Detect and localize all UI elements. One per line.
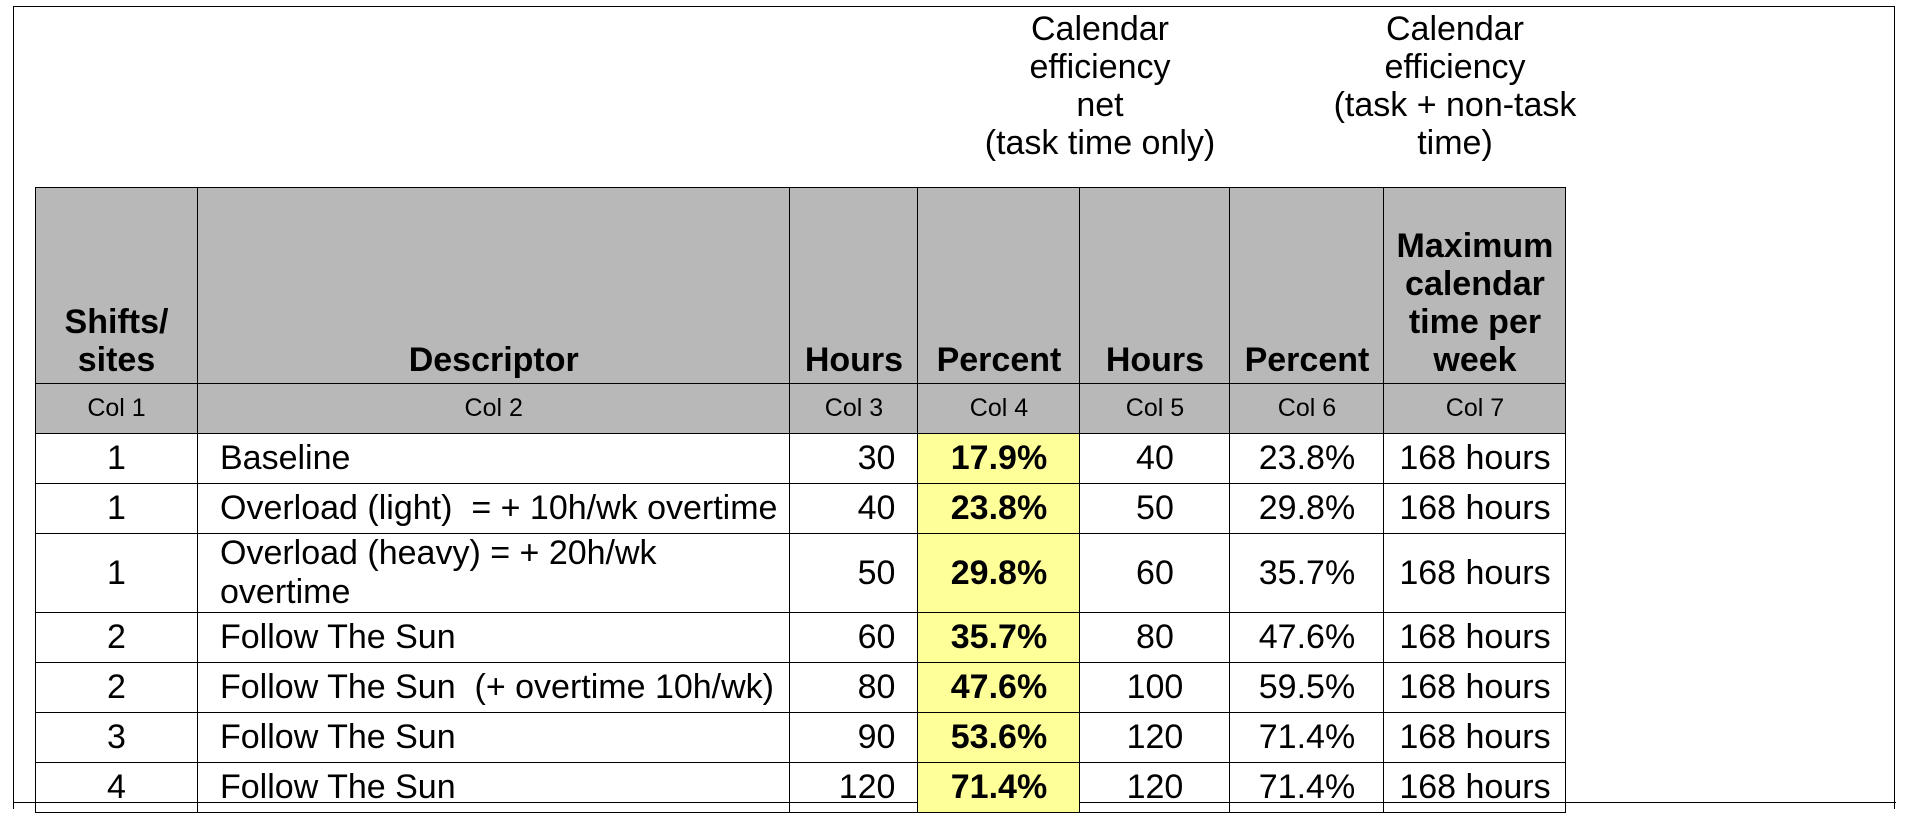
table-row: 2 Follow The Sun (+ overtime 10h/wk) 80 … [35, 662, 1567, 713]
group-header-net-line: efficiency [1029, 48, 1171, 86]
cell-percent-net: 17.9% [917, 433, 1081, 484]
col-number: Col 2 [196, 383, 791, 434]
cell-percent-gross: 71.4% [1229, 712, 1385, 763]
cell-shifts: 1 [35, 483, 198, 534]
col-header-hours-net: Hours [789, 187, 919, 384]
cell-percent-net: 29.8% [917, 533, 1081, 613]
cell-descriptor: Follow The Sun (+ overtime 10h/wk) [196, 662, 791, 713]
col-header-percent-gross: Percent [1229, 187, 1385, 384]
cell-percent-net: 53.6% [917, 712, 1081, 763]
cell-hours-gross: 60 [1079, 533, 1231, 613]
cell-percent-gross: 59.5% [1229, 662, 1385, 713]
table-row: 1 Overload (heavy) = + 20h/wk overtime 5… [35, 533, 1567, 613]
efficiency-table: Shifts/ sites Descriptor Hours Percent H… [35, 187, 1567, 813]
cell-hours-net: 50 [789, 533, 919, 613]
cell-hours-gross: 100 [1079, 662, 1231, 713]
cell-max-time: 168 hours [1383, 483, 1567, 534]
cell-descriptor: Follow The Sun [196, 762, 791, 813]
col-header-percent-net: Percent [917, 187, 1081, 384]
cell-max-time: 168 hours [1383, 433, 1567, 484]
group-header-gross-line: (task + non-task [1333, 86, 1577, 124]
group-header-gross-line: Calendar [1386, 10, 1524, 48]
table-row: 1 Baseline 30 17.9% 40 23.8% 168 hours [35, 433, 1567, 484]
cell-max-time: 168 hours [1383, 533, 1567, 613]
cell-shifts: 4 [35, 762, 198, 813]
cell-max-time: 168 hours [1383, 662, 1567, 713]
col-number: Col 1 [35, 383, 198, 434]
col-header-descriptor: Descriptor [196, 187, 791, 384]
col-header-max-line: time per [1408, 303, 1542, 341]
group-header-net-line: net [1076, 86, 1124, 124]
col-header-max: Maximum calendar time per week [1383, 187, 1567, 384]
cell-percent-gross: 35.7% [1229, 533, 1385, 613]
group-header-net: Calendar efficiency net (task time only) [955, 10, 1245, 162]
cell-max-time: 168 hours [1383, 762, 1567, 813]
cell-descriptor: Baseline [196, 433, 791, 484]
table-row: 2 Follow The Sun 60 35.7% 80 47.6% 168 h… [35, 612, 1567, 663]
col-number-row: Col 1 Col 2 Col 3 Col 4 Col 5 Col 6 Col … [35, 383, 1567, 434]
cell-percent-gross: 23.8% [1229, 433, 1385, 484]
cell-percent-net: 71.4% [917, 762, 1081, 813]
header-row: Shifts/ sites Descriptor Hours Percent H… [35, 187, 1567, 384]
table-row: 1 Overload (light) = + 10h/wk overtime 4… [35, 483, 1567, 534]
col-header-max-line: week [1433, 341, 1517, 379]
cell-percent-net: 47.6% [917, 662, 1081, 713]
cell-percent-net: 35.7% [917, 612, 1081, 663]
cell-shifts: 3 [35, 712, 198, 763]
cell-hours-net: 90 [789, 712, 919, 763]
cell-hours-net: 30 [789, 433, 919, 484]
cell-hours-gross: 80 [1079, 612, 1231, 663]
cell-hours-gross: 50 [1079, 483, 1231, 534]
cell-hours-net: 40 [789, 483, 919, 534]
cell-hours-gross: 120 [1079, 762, 1231, 813]
col-number: Col 6 [1229, 383, 1385, 434]
group-header-gross-line: efficiency [1384, 48, 1526, 86]
col-number: Col 7 [1383, 383, 1567, 434]
cell-percent-gross: 29.8% [1229, 483, 1385, 534]
cell-shifts: 2 [35, 612, 198, 663]
cell-descriptor: Overload (heavy) = + 20h/wk overtime [196, 533, 791, 613]
cell-hours-net: 120 [789, 762, 919, 813]
document-frame [13, 6, 1895, 809]
cell-hours-net: 60 [789, 612, 919, 663]
cell-descriptor: Follow The Sun [196, 612, 791, 663]
cell-descriptor: Overload (light) = + 10h/wk overtime [196, 483, 791, 534]
table-row: 4 Follow The Sun 120 71.4% 120 71.4% 168… [35, 762, 1567, 813]
cell-max-time: 168 hours [1383, 712, 1567, 763]
cell-shifts: 2 [35, 662, 198, 713]
group-header-gross-line: time) [1417, 124, 1493, 162]
col-number: Col 4 [917, 383, 1081, 434]
col-header-hours-gross: Hours [1079, 187, 1231, 384]
col-header-max-line: Maximum [1396, 227, 1554, 265]
col-header-shifts: Shifts/ sites [35, 187, 198, 384]
group-header-net-line: (task time only) [984, 124, 1216, 162]
cell-percent-net: 23.8% [917, 483, 1081, 534]
table-row: 3 Follow The Sun 90 53.6% 120 71.4% 168 … [35, 712, 1567, 763]
col-header-shifts-line: sites [77, 341, 156, 379]
cell-descriptor: Follow The Sun [196, 712, 791, 763]
col-header-shifts-line: Shifts/ [64, 303, 169, 341]
col-number: Col 3 [789, 383, 919, 434]
cell-shifts: 1 [35, 433, 198, 484]
col-header-max-line: calendar [1405, 265, 1545, 303]
group-header-gross: Calendar efficiency (task + non-task tim… [1310, 10, 1600, 162]
col-number: Col 5 [1079, 383, 1231, 434]
group-header-net-line: Calendar [1031, 10, 1169, 48]
cell-percent-gross: 47.6% [1229, 612, 1385, 663]
cell-hours-net: 80 [789, 662, 919, 713]
cell-hours-gross: 120 [1079, 712, 1231, 763]
cell-percent-gross: 71.4% [1229, 762, 1385, 813]
cell-max-time: 168 hours [1383, 612, 1567, 663]
cell-hours-gross: 40 [1079, 433, 1231, 484]
cell-shifts: 1 [35, 533, 198, 613]
